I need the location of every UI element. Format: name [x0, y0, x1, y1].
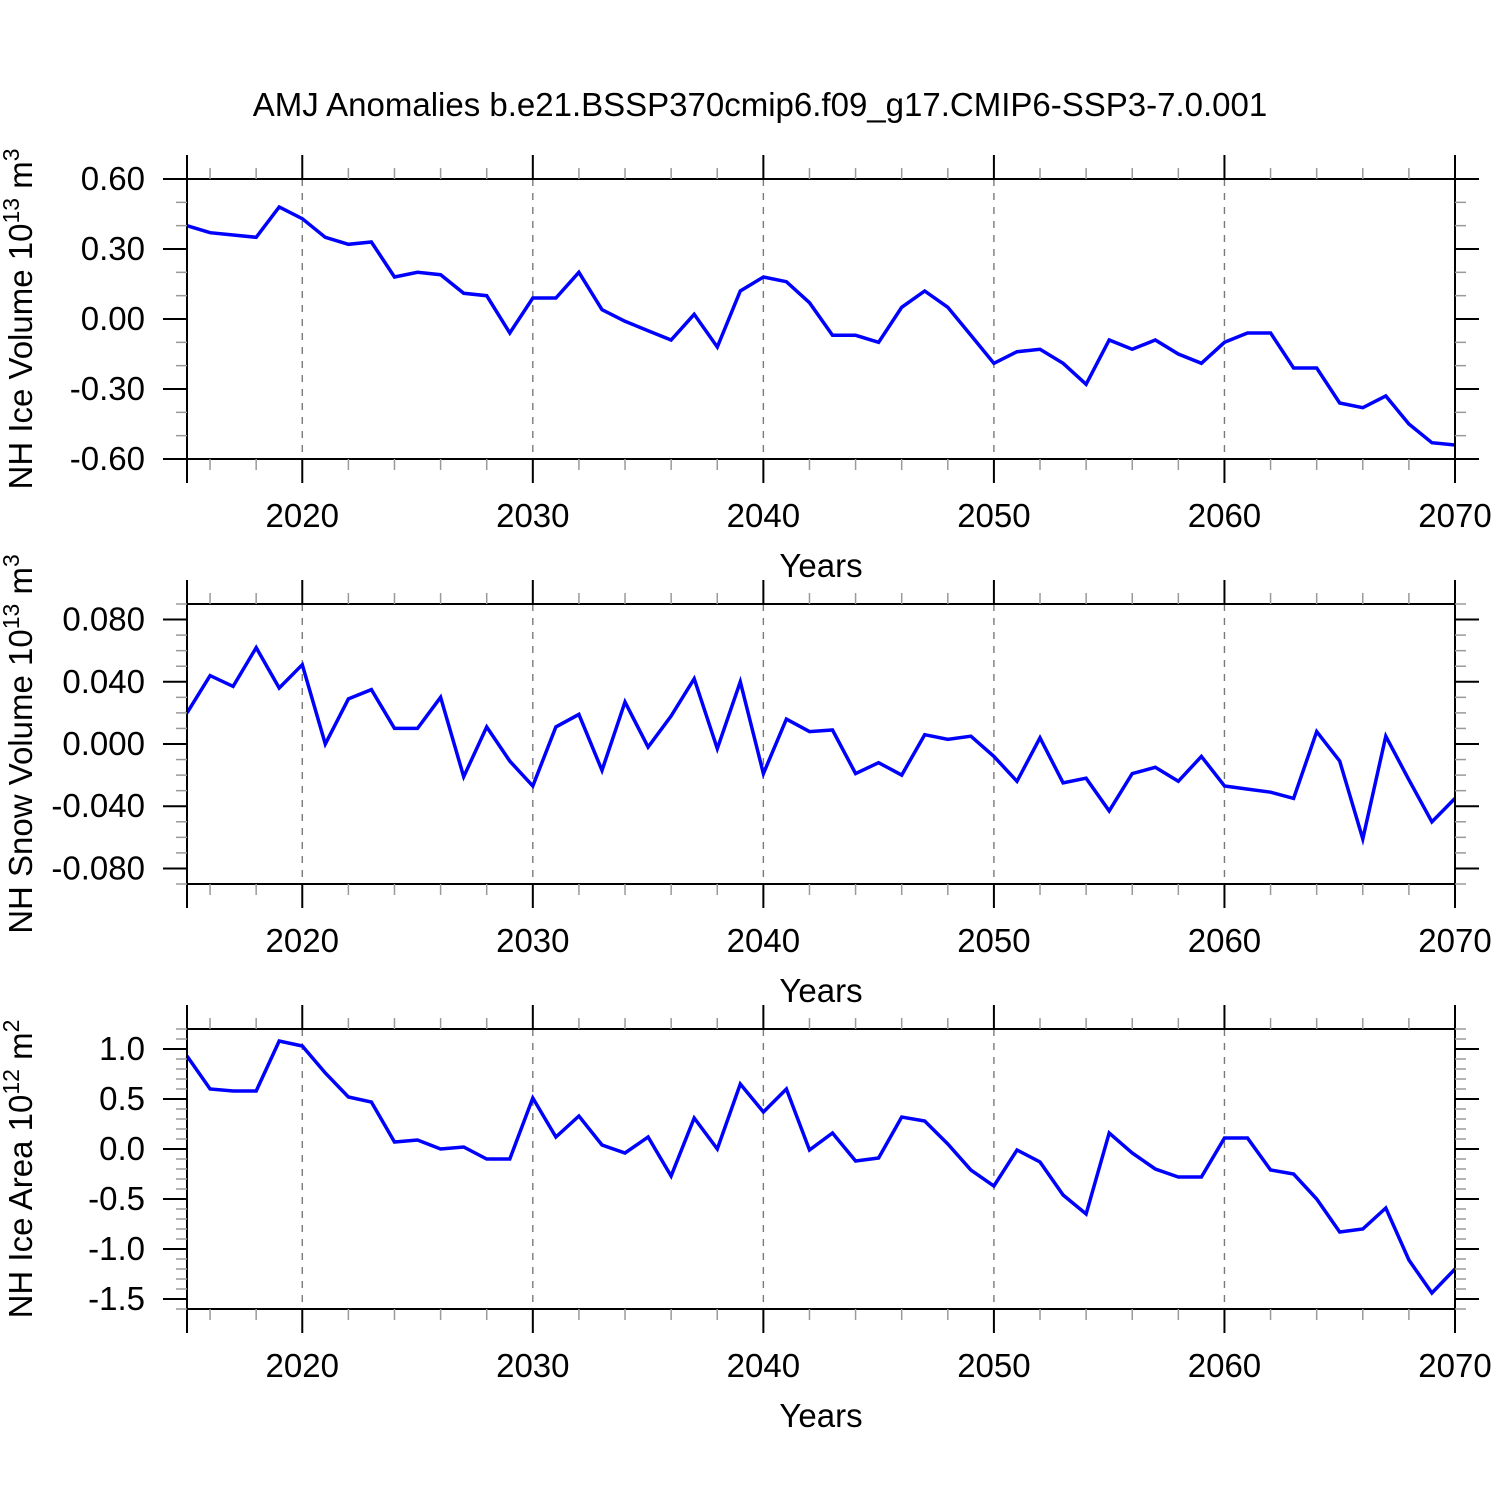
- x-tick-label: 2030: [496, 497, 569, 534]
- y-tick-label: 0.60: [81, 160, 145, 197]
- panel-nh-snow-volume: 0.080 0.040 0.000 -0.040 -0.080 2020 2030 2040 2…: [0, 554, 1492, 1009]
- x-tick-label: 2050: [957, 1347, 1030, 1384]
- x-tick-label: 2030: [496, 1347, 569, 1384]
- y-tick-label: -0.60: [70, 440, 145, 477]
- x-tick-label: 2020: [266, 497, 339, 534]
- y-tick-label: 0.5: [99, 1080, 145, 1117]
- data-line: [185, 1038, 1457, 1296]
- x-tick-label: 2040: [727, 497, 800, 534]
- x-tick-label: 2070: [1418, 497, 1491, 534]
- x-tick-label: 2020: [266, 922, 339, 959]
- y-tick-label: -0.5: [88, 1180, 145, 1217]
- y-tick-label: 0.00: [81, 300, 145, 337]
- chart-title: AMJ Anomalies b.e21.BSSP370cmip6.f09_g17…: [253, 86, 1267, 123]
- y-axis-title: NH Ice Volume 1013 m3: [0, 148, 39, 489]
- plot-frame: [186, 1028, 1456, 1310]
- x-tick-label: 2040: [727, 1347, 800, 1384]
- plot-frame: [186, 603, 1456, 885]
- x-tick-label: 2020: [266, 1347, 339, 1384]
- data-line: [185, 644, 1457, 846]
- y-tick-label: 0.0: [99, 1130, 145, 1167]
- y-tick-label: 0.30: [81, 230, 145, 267]
- x-tick-label: 2030: [496, 922, 569, 959]
- x-tick-label: 2070: [1418, 922, 1491, 959]
- y-tick-label: -0.30: [70, 370, 145, 407]
- y-tick-label: -0.040: [51, 787, 145, 824]
- y-axis-title: NH Snow Volume 1013 m3: [0, 554, 39, 934]
- y-tick-label: -0.080: [51, 849, 145, 886]
- y-tick-label: 1.0: [99, 1030, 145, 1067]
- x-tick-label: 2040: [727, 922, 800, 959]
- panel-nh-ice-area: 1.0 0.5 0.0 -0.5 -1.0 -1.5 2020 2030 2040 2050 206…: [0, 1005, 1492, 1434]
- panel-nh-ice-volume: 0.60 0.30 0.00 -0.30 -0.60 2020 2030 2040 2050 20…: [0, 148, 1492, 584]
- x-tick-label: 2060: [1188, 1347, 1261, 1384]
- x-tick-label: 2050: [957, 922, 1030, 959]
- x-axis-title: Years: [779, 972, 862, 1009]
- x-tick-label: 2050: [957, 497, 1030, 534]
- y-tick-label: -1.5: [88, 1280, 145, 1317]
- data-line: [186, 204, 1456, 447]
- x-axis-title: Years: [779, 547, 862, 584]
- x-axis-title: Years: [779, 1397, 862, 1434]
- y-tick-label: 0.040: [62, 663, 145, 700]
- y-tick-label: 0.080: [62, 601, 145, 638]
- x-tick-label: 2060: [1188, 497, 1261, 534]
- x-tick-label: 2070: [1418, 1347, 1491, 1384]
- y-tick-label: -1.0: [88, 1230, 145, 1267]
- y-tick-label: 0.000: [62, 725, 145, 762]
- y-axis-title: NH Ice Area 1012 m2: [0, 1020, 39, 1319]
- x-tick-label: 2060: [1188, 922, 1261, 959]
